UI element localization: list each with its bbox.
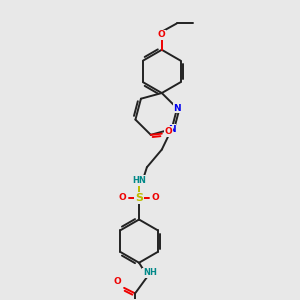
Text: O: O [158,30,166,39]
Text: NH: NH [143,268,157,278]
Text: HN: HN [132,176,146,185]
Text: O: O [118,194,126,202]
Text: O: O [113,278,121,286]
Text: O: O [165,127,173,136]
Text: N: N [168,124,176,134]
Text: O: O [152,194,159,202]
Text: S: S [135,193,143,203]
Text: N: N [173,104,181,113]
